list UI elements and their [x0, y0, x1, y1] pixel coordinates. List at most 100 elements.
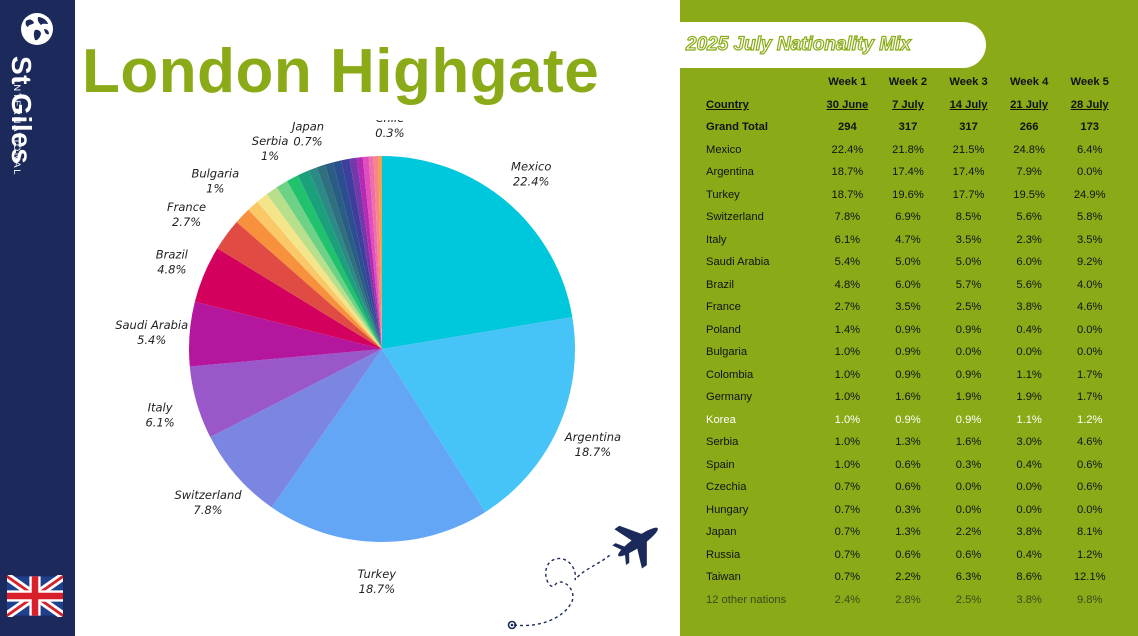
- date-header: 21 July: [1010, 98, 1049, 111]
- date-header: 30 June: [826, 98, 869, 111]
- value-cell: 0.4%: [1016, 458, 1042, 471]
- value-cell: 0.9%: [895, 413, 921, 426]
- value-cell: 9.8%: [1076, 593, 1103, 606]
- value-cell: 18.7%: [831, 166, 864, 179]
- value-cell: 19.5%: [1013, 188, 1045, 201]
- value-cell: 0.7%: [834, 548, 861, 561]
- value-cell: 0.6%: [955, 548, 982, 561]
- country-cell: Argentina: [706, 166, 754, 179]
- week-header: Week 1: [828, 76, 867, 89]
- value-cell: 5.0%: [895, 256, 921, 269]
- pie-label-value: 7.8%: [193, 503, 222, 517]
- date-header-row: Country 30 June 7 July 14 July 21 July 2…: [702, 94, 1120, 117]
- value-cell: 0.3%: [895, 503, 921, 516]
- pie-label-value: 18.7%: [575, 445, 612, 459]
- country-cell: France: [706, 301, 741, 314]
- value-cell: 5.6%: [1016, 211, 1042, 224]
- pie-label-name: Serbia: [252, 134, 289, 148]
- globe-icon: [21, 13, 53, 45]
- value-cell: 1.1%: [1016, 368, 1042, 381]
- table-row: Russia 0.7% 0.6% 0.6% 0.4% 1.2%: [702, 544, 1120, 567]
- table-body: Grand Total 294 317 317 266 173 Mexico 22…: [702, 116, 1120, 611]
- value-cell: 17.4%: [952, 166, 985, 179]
- value-cell: 0.6%: [895, 458, 921, 471]
- week-header-row: Week 1 Week 2 Week 3 Week 4 Week 5: [702, 71, 1120, 94]
- pie-label-turkey: Turkey 18.7%: [358, 567, 397, 596]
- value-cell: 1.9%: [1016, 391, 1042, 404]
- table-row: Colombia 1.0% 0.9% 0.9% 1.1% 1.7%: [702, 364, 1120, 387]
- value-cell: 5.6%: [1016, 278, 1042, 291]
- value-cell: 2.3%: [1016, 233, 1042, 246]
- value-cell: 1.7%: [1076, 391, 1103, 404]
- pie-label-value: 5.4%: [137, 333, 166, 347]
- value-cell: 1.6%: [955, 436, 982, 449]
- pie-label-value: 2.7%: [172, 215, 201, 229]
- value-cell: 9.2%: [1076, 256, 1103, 269]
- country-cell: Switzerland: [706, 211, 764, 224]
- table-row: Serbia 1.0% 1.3% 1.6% 3.0% 4.6%: [702, 431, 1120, 454]
- country-cell: Saudi Arabia: [706, 256, 770, 269]
- pie-slice-bulgaria: [248, 201, 382, 349]
- value-cell: 1.9%: [955, 391, 982, 404]
- pie-label-name: Bulgaria: [191, 167, 239, 181]
- value-cell: 2.8%: [895, 593, 921, 606]
- value-cell: 0.6%: [1076, 458, 1103, 471]
- total-cell: 266: [1019, 121, 1039, 134]
- nationality-table: Week 1 Week 2 Week 3 Week 4 Week 5 Count…: [702, 71, 1120, 611]
- page-title: London Highgate: [82, 37, 600, 106]
- value-cell: 4.6%: [1076, 301, 1103, 314]
- country-cell: Italy: [706, 233, 727, 246]
- value-cell: 6.3%: [955, 571, 982, 584]
- country-cell: Poland: [706, 323, 741, 336]
- table-row: Brazil 4.8% 6.0% 5.7% 5.6% 4.0%: [702, 274, 1120, 297]
- value-cell: 0.9%: [955, 413, 982, 426]
- week-header: Week 4: [1009, 76, 1049, 89]
- value-cell: 2.5%: [955, 593, 982, 606]
- value-cell: 0.0%: [1076, 166, 1103, 179]
- pie-label-value: 4.8%: [157, 263, 186, 277]
- pie-label-switzerland: Switzerland 7.8%: [174, 488, 242, 517]
- pie-label-value: 1%: [261, 149, 279, 163]
- value-cell: 0.4%: [1016, 548, 1042, 561]
- pie-label-name: Mexico: [511, 160, 551, 174]
- pie-label-name: Chile: [376, 120, 405, 125]
- value-cell: 0.6%: [895, 481, 921, 494]
- value-cell: 3.8%: [1016, 526, 1042, 539]
- value-cell: 1.1%: [1016, 413, 1042, 426]
- value-cell: 1.3%: [895, 526, 921, 539]
- week-header: Week 3: [949, 76, 988, 89]
- table-row: Hungary 0.7% 0.3% 0.0% 0.0% 0.0%: [702, 499, 1120, 522]
- value-cell: 0.9%: [895, 346, 921, 359]
- pie-label-chile: Chile0.3%: [375, 120, 404, 140]
- brand-sidebar: St Giles INTERNATIONAL: [0, 0, 75, 636]
- pie-slice-argentina: [382, 317, 575, 513]
- total-cell: 317: [959, 121, 978, 134]
- value-cell: 6.0%: [895, 278, 921, 291]
- pie-slice: [368, 156, 382, 349]
- pie-slice: [373, 156, 382, 349]
- table-row: France 2.7% 3.5% 2.5% 3.8% 4.6%: [702, 296, 1120, 319]
- value-cell: 1.2%: [1076, 413, 1103, 426]
- value-cell: 0.7%: [834, 481, 861, 494]
- value-cell: 8.6%: [1016, 571, 1042, 584]
- pie-label-name: Turkey: [358, 567, 397, 581]
- value-cell: 1.0%: [834, 368, 861, 381]
- value-cell: 0.7%: [834, 526, 861, 539]
- pie-label-name: Switzerland: [174, 488, 242, 502]
- value-cell: 0.0%: [1076, 346, 1103, 359]
- country-cell: Colombia: [706, 368, 754, 381]
- table-row: Turkey 18.7% 19.6% 17.7% 19.5% 24.9%: [702, 184, 1120, 207]
- brand-subtitle: INTERNATIONAL: [11, 80, 22, 177]
- date-header: 7 July: [892, 98, 924, 111]
- country-cell: Russia: [706, 548, 741, 561]
- country-cell: Brazil: [706, 278, 734, 291]
- total-cell: 294: [838, 121, 857, 134]
- value-cell: 2.5%: [955, 301, 982, 314]
- pie-slice-germany: [266, 187, 382, 349]
- value-cell: 1.4%: [834, 323, 861, 336]
- value-cell: 0.0%: [1016, 503, 1042, 516]
- table-row: Italy 6.1% 4.7% 3.5% 2.3% 3.5%: [702, 229, 1120, 252]
- pie-label-serbia: Serbia 1%: [252, 134, 289, 163]
- country-header: Country: [706, 98, 749, 111]
- country-cell: Turkey: [706, 188, 740, 201]
